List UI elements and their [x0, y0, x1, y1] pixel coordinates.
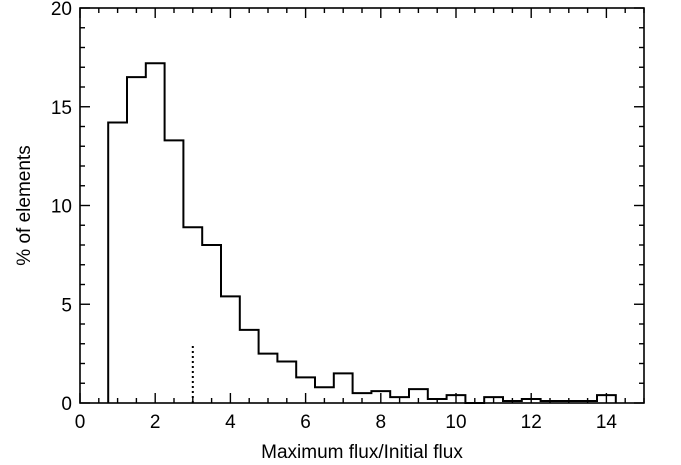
- y-tick-label: 5: [61, 295, 72, 316]
- histogram-bin: [202, 245, 221, 403]
- y-tick-label: 15: [51, 98, 72, 119]
- x-tick-label: 4: [225, 412, 236, 433]
- y-tick-label: 20: [51, 0, 72, 20]
- histogram-bin: [240, 330, 259, 403]
- histogram-bin: [221, 296, 240, 403]
- x-tick-label: 2: [150, 412, 161, 433]
- y-tick-label: 10: [51, 197, 72, 218]
- y-axis-title: % of elements: [14, 145, 35, 265]
- histogram-bin: [277, 362, 296, 403]
- histogram-bin: [165, 140, 184, 403]
- histogram-bin: [597, 395, 616, 403]
- histogram-outline: [107, 62, 617, 404]
- histogram-bin: [409, 389, 428, 403]
- histogram-bin: [447, 395, 466, 403]
- histogram-bin: [296, 377, 315, 403]
- histogram-bin: [259, 354, 278, 403]
- histogram-bin: [315, 387, 334, 403]
- y-tick-label: 0: [61, 394, 72, 415]
- x-tick-label: 10: [445, 412, 466, 433]
- ticks: [79, 7, 645, 404]
- tick-labels: 0 2 4 6 8 10 12 14 0 5 10 15 20: [51, 0, 618, 433]
- histogram-bin: [334, 373, 353, 403]
- histogram-bin: [108, 123, 127, 403]
- x-tick-label: 0: [75, 412, 86, 433]
- x-tick-label: 6: [300, 412, 311, 433]
- x-tick-label: 14: [596, 412, 618, 433]
- histogram-bin: [353, 393, 372, 403]
- x-tick-label: 8: [376, 412, 387, 433]
- histogram-bin: [146, 63, 165, 403]
- histogram-bin: [371, 391, 390, 403]
- histogram-bin: [127, 77, 146, 403]
- x-axis-title: Maximum flux/Initial flux: [261, 442, 463, 463]
- histogram-bins: [108, 63, 616, 403]
- x-tick-label: 12: [521, 412, 542, 433]
